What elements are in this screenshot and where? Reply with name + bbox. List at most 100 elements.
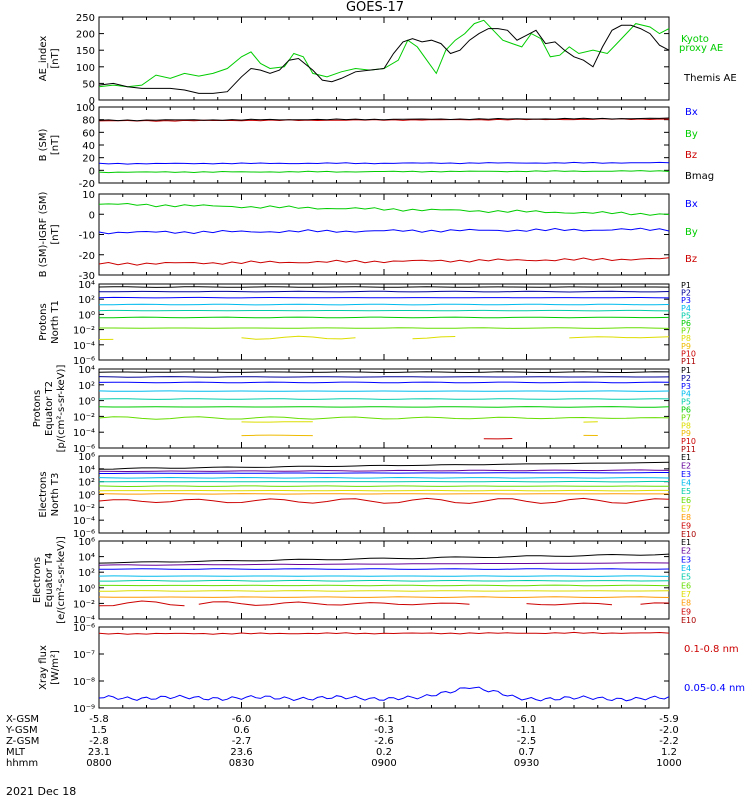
ephemeris-value: -0.3 (374, 725, 394, 736)
legend-xray-long: 0.1-0.8 nm (684, 644, 739, 655)
legend-p9: P9 (681, 342, 691, 351)
legend-e6: E6 (681, 581, 691, 590)
ephemeris-value: 0830 (229, 758, 254, 769)
ephemeris-value: -1.1 (517, 725, 537, 736)
legend-p9: P9 (681, 429, 691, 438)
y-axis-label: Protons (38, 303, 49, 340)
legend-e3: E3 (681, 555, 691, 564)
ephemeris-row-label: Z-GSM (6, 736, 39, 747)
ephemeris-row-label: hhmm (6, 758, 38, 769)
y-axis-label: B (SM) (38, 128, 49, 161)
y-tick-label: 10⁰ (78, 397, 95, 408)
y-axis-label: [nT] (50, 135, 61, 155)
legend-e8: E8 (681, 599, 691, 608)
y-axis-label: [nT] (50, 48, 61, 68)
y-tick-label: 10⁻⁸ (73, 677, 95, 688)
y-tick-label: 10⁶ (78, 537, 95, 548)
legend-e1: E1 (681, 453, 691, 462)
y-tick-label: 10⁻⁹ (73, 704, 95, 715)
flux-line-p2 (98, 290, 670, 293)
b-series-line-bmag (98, 117, 670, 122)
y-tick-label: 10⁻⁴ (73, 428, 95, 439)
y-tick-label: 10 (82, 190, 95, 201)
ephemeris-value: 1000 (656, 758, 681, 769)
y-axis-label: [W/m²] (50, 650, 61, 685)
flux-line-p1 (98, 371, 670, 374)
legend-p3: P3 (681, 296, 691, 305)
ephemeris-value: 23.6 (230, 747, 252, 758)
y-tick-label: -20 (79, 179, 95, 190)
y-tick-label: 250 (76, 13, 95, 24)
y-tick-label: 10² (78, 478, 95, 489)
ephemeris-row-label: MLT (6, 747, 26, 758)
flux-line-e4 (98, 476, 670, 479)
y-tick-label: -10 (79, 231, 95, 242)
y-tick-label: 10⁻⁴ (73, 615, 95, 626)
legend-e4: E4 (681, 479, 691, 488)
flux-line-p8-3 (569, 336, 670, 339)
ephemeris-value: 0.2 (376, 747, 392, 758)
flux-line-p7 (98, 416, 670, 420)
ephemeris-value: 0.6 (234, 725, 250, 736)
flux-line-p5 (98, 309, 670, 312)
y-axis-label: North T1 (50, 300, 61, 344)
y-axis-label: AE_index (38, 36, 49, 82)
ephemeris-value: -2.2 (659, 736, 679, 747)
panel-frame-5 (98, 368, 670, 449)
y-tick-label: 0 (89, 166, 95, 177)
legend-p5: P5 (681, 398, 691, 407)
y-tick-label: 10⁻⁶ (73, 529, 95, 540)
flux-line-p2 (98, 376, 670, 378)
y-axis-label: Electrons (32, 557, 43, 603)
xray-line-short (98, 686, 670, 702)
legend-p2: P2 (681, 289, 691, 298)
ephemeris-value: 0.7 (519, 747, 535, 758)
flux-line-e5 (98, 480, 670, 483)
legend-by: By (685, 227, 698, 238)
y-tick-label: 80 (82, 116, 95, 127)
legend-kyoto: Kyoto (681, 34, 709, 45)
flux-line-p7 (99, 327, 670, 329)
ephemeris-value: 0800 (86, 758, 111, 769)
flux-line-e1 (98, 461, 670, 470)
legend-p10: P10 (681, 349, 696, 358)
y-tick-label: 10² (78, 381, 95, 392)
flux-line-p4 (98, 303, 670, 306)
y-tick-label: 10⁻² (73, 599, 95, 610)
legend-e10: E10 (681, 530, 696, 539)
b-series-line-by (98, 170, 670, 174)
legend-e9: E9 (681, 607, 691, 616)
legend-e3: E3 (681, 470, 691, 479)
y-tick-label: 50 (82, 79, 95, 90)
y-tick-label: 10⁻⁶ (73, 623, 95, 634)
legend-p6: P6 (681, 406, 691, 415)
flux-line-p8-1 (241, 335, 356, 340)
legend-p11: P11 (681, 445, 696, 454)
legend-kyoto-proxy-ae: proxy AE (679, 43, 723, 54)
legend-p3: P3 (681, 382, 691, 391)
y-tick-label: 150 (76, 46, 95, 57)
b-series-line-bx (98, 227, 670, 235)
ephemeris-value: -2.5 (517, 736, 537, 747)
ephemeris-value: -6.0 (517, 714, 537, 725)
y-axis-label: [e/(cm²-s-sr-keV)] (56, 536, 67, 624)
flux-line-e6 (98, 485, 670, 488)
legend-p8: P8 (681, 334, 691, 343)
y-tick-label: 100 (76, 63, 95, 74)
y-tick-label: 10⁰ (78, 584, 95, 595)
y-tick-label: 10² (78, 568, 95, 579)
y-tick-label: 10⁴ (78, 365, 95, 376)
flux-line-p6 (98, 406, 670, 408)
y-tick-label: 0 (89, 210, 95, 221)
legend-p5: P5 (681, 311, 691, 320)
flux-line-p3 (98, 381, 670, 384)
flux-line-e9-2 (526, 602, 613, 606)
y-tick-label: 10⁰ (78, 491, 95, 502)
flux-line-e8 (98, 596, 670, 599)
y-tick-label: -30 (79, 271, 95, 282)
y-tick-label: 10⁻⁶ (73, 444, 95, 455)
legend-p10: P10 (681, 437, 696, 446)
flux-line-p5 (98, 398, 670, 400)
page-title: GOES-17 (345, 0, 404, 15)
